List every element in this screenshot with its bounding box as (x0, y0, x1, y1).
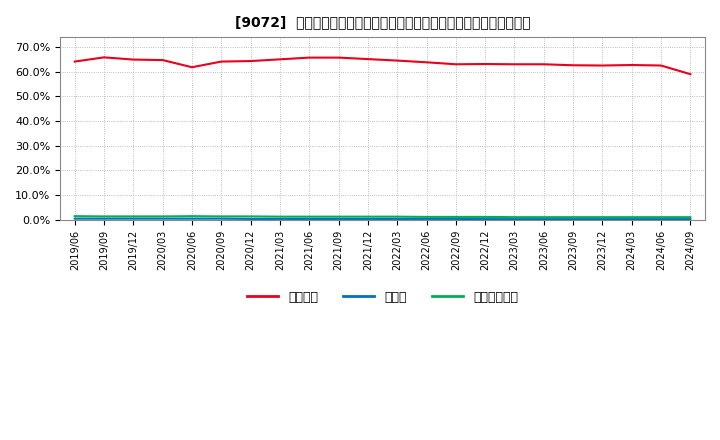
Legend: 自己資本, のれん, 繰延税金資産: 自己資本, のれん, 繰延税金資産 (242, 286, 523, 309)
Title: [9072]  自己資本、のれん、繰延税金資産の総資産に対する比率の推移: [9072] 自己資本、のれん、繰延税金資産の総資産に対する比率の推移 (235, 15, 531, 29)
